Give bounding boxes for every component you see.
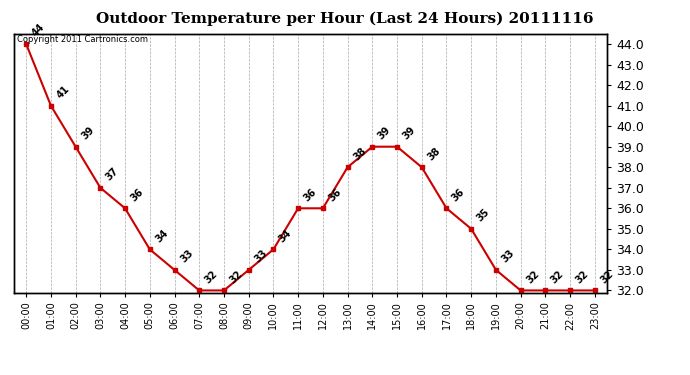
Text: 36: 36	[129, 186, 146, 203]
Text: 36: 36	[450, 186, 467, 203]
Text: 36: 36	[326, 186, 343, 203]
Text: 32: 32	[598, 269, 615, 285]
Text: 39: 39	[401, 125, 417, 142]
Text: 34: 34	[153, 228, 170, 244]
Text: 32: 32	[574, 269, 591, 285]
Text: 35: 35	[475, 207, 491, 224]
Text: 33: 33	[500, 248, 516, 265]
Text: 38: 38	[426, 146, 442, 162]
Text: Outdoor Temperature per Hour (Last 24 Hours) 20111116: Outdoor Temperature per Hour (Last 24 Ho…	[96, 11, 594, 26]
Text: 33: 33	[253, 248, 269, 265]
Text: 36: 36	[302, 186, 319, 203]
Text: 32: 32	[203, 269, 219, 285]
Text: 34: 34	[277, 228, 294, 244]
Text: 41: 41	[55, 84, 71, 100]
Text: 39: 39	[376, 125, 393, 142]
Text: Copyright 2011 Cartronics.com: Copyright 2011 Cartronics.com	[17, 35, 148, 44]
Text: 37: 37	[104, 166, 121, 183]
Text: 33: 33	[178, 248, 195, 265]
Text: 32: 32	[549, 269, 566, 285]
Text: 39: 39	[79, 125, 96, 142]
Text: 32: 32	[228, 269, 244, 285]
Text: 44: 44	[30, 22, 46, 39]
Text: 38: 38	[351, 146, 368, 162]
Text: 32: 32	[524, 269, 541, 285]
